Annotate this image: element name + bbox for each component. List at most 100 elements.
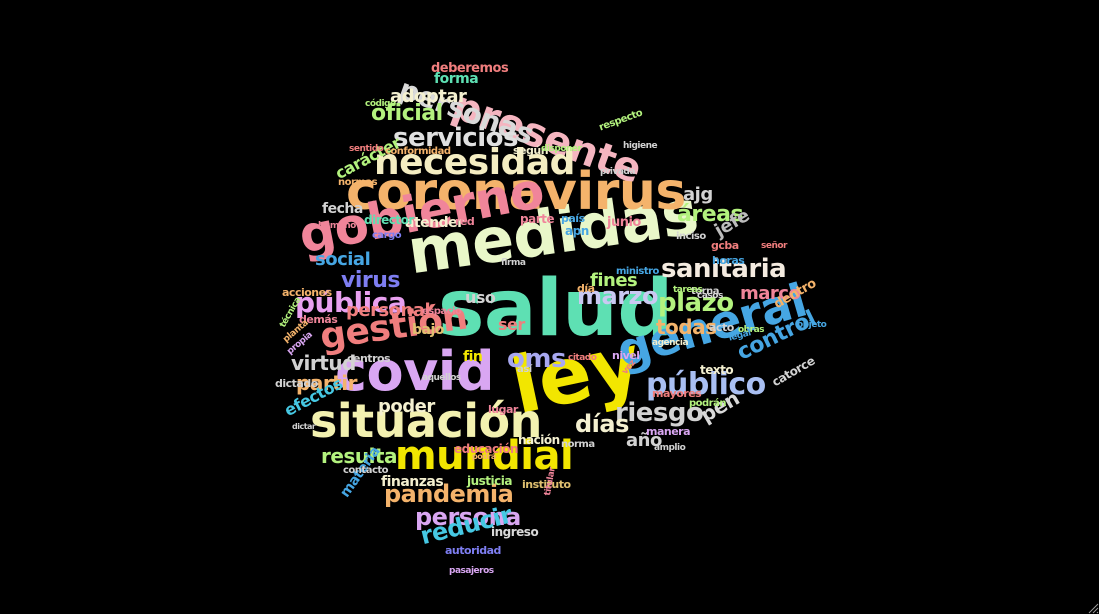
word-80: país: [561, 212, 585, 225]
word-63: autoridad: [445, 544, 501, 557]
word-103: tareas: [673, 285, 703, 295]
word-40: fines: [590, 270, 638, 291]
word-53: deberemos: [431, 61, 509, 76]
word-10: mundial: [395, 433, 574, 479]
word-72: catorce: [769, 353, 818, 390]
word-110: citado: [568, 353, 597, 363]
word-44: año: [626, 430, 662, 451]
word-98: humano: [318, 221, 356, 231]
word-22: oms: [507, 344, 566, 374]
word-107: firma: [501, 258, 526, 268]
word-28: áreas: [677, 202, 744, 227]
word-26: días: [575, 410, 629, 438]
word-23: persona: [415, 503, 521, 531]
word-75: lugar: [488, 403, 518, 416]
word-5: coronavirus: [346, 162, 686, 222]
word-94: cargo: [372, 230, 402, 241]
word-59: nación: [518, 433, 560, 447]
word-81: red: [455, 215, 475, 228]
word-17: servicios: [393, 123, 518, 153]
word-85: día: [577, 282, 595, 295]
word-116: objeto: [797, 320, 827, 330]
word-113: podrá: [472, 452, 496, 461]
word-48: ser: [498, 315, 525, 334]
word-54: atender: [405, 215, 464, 231]
resize-grip-icon: [1088, 603, 1099, 614]
word-79: respecto: [597, 107, 644, 134]
word-20: marzo: [577, 282, 659, 310]
word-66: dictado: [275, 377, 318, 390]
word-36: resulta: [321, 444, 397, 468]
word-30: virus: [341, 268, 401, 293]
word-4: covid: [335, 340, 494, 403]
word-84: inciso: [676, 231, 706, 242]
word-87: torna: [691, 286, 719, 297]
word-29: adoptar: [390, 86, 467, 107]
word-70: horas: [712, 254, 745, 267]
word-55: director: [364, 213, 414, 227]
word-97: sentido: [349, 144, 384, 154]
word-112: amplio: [654, 443, 686, 453]
word-99: casos: [697, 291, 723, 301]
word-35: poder: [378, 396, 435, 417]
word-61: justicia: [467, 474, 512, 488]
word-51: bajo: [412, 322, 444, 338]
word-21: plazo: [658, 288, 734, 318]
word-7: situación: [310, 394, 542, 448]
word-106: disponer: [541, 144, 582, 154]
word-32: virtud: [291, 351, 356, 375]
word-24: oficial: [371, 101, 443, 126]
word-76: contacto: [343, 465, 389, 476]
word-111: pasajeros: [449, 566, 494, 576]
word-39: marco: [740, 283, 801, 304]
word-58: ingreso: [491, 525, 539, 539]
word-78: conformidad: [385, 146, 451, 157]
word-83: gcba: [711, 239, 739, 252]
word-65: educación: [454, 442, 519, 456]
word-14: pública: [295, 286, 407, 319]
word-62: instituto: [522, 478, 571, 491]
word-43: social: [315, 249, 371, 270]
word-52: forma: [434, 71, 479, 87]
word-95: normas: [338, 177, 378, 188]
word-100: obras: [738, 325, 765, 335]
word-104: higiene: [623, 141, 658, 151]
word-88: acto: [709, 321, 734, 334]
word-119: dictar: [292, 422, 316, 431]
word-67: centros: [347, 352, 391, 365]
word-73: texto: [700, 363, 734, 377]
word-115: señor: [761, 241, 788, 251]
word-86: ministro: [616, 266, 659, 277]
word-105: privada: [600, 167, 635, 177]
word-31: partir: [296, 371, 357, 395]
word-57: junio: [607, 215, 641, 230]
word-68: demás: [299, 313, 338, 326]
word-18: pandemia: [384, 480, 514, 508]
word-19: riesgo: [615, 398, 704, 428]
word-93: podrán: [689, 398, 727, 409]
word-82: apn: [565, 224, 589, 238]
word-92: norma: [561, 439, 595, 450]
word-56: parte: [520, 212, 554, 226]
word-12: sanitaria: [661, 254, 787, 284]
word-102: aquellos: [422, 373, 461, 383]
word-108: agencia: [652, 338, 689, 348]
word-96: código: [365, 99, 396, 109]
word-1: salud: [438, 264, 673, 354]
word-42: personal: [346, 300, 431, 321]
word-90: así: [517, 364, 532, 375]
word-77: según: [513, 144, 549, 157]
word-11: necesidad: [374, 142, 575, 183]
word-69: acciones: [282, 286, 332, 299]
word-64: mayores: [652, 387, 702, 400]
word-15: público: [646, 367, 766, 402]
word-47: finanzas: [381, 474, 444, 490]
word-89: nivel: [612, 349, 640, 362]
word-74: manera: [646, 425, 691, 438]
word-34: ajg: [683, 184, 713, 205]
word-38: todas: [656, 315, 717, 339]
word-45: fecha: [322, 201, 363, 217]
word-91: espacio: [422, 306, 462, 317]
word-49: uso: [465, 288, 496, 307]
